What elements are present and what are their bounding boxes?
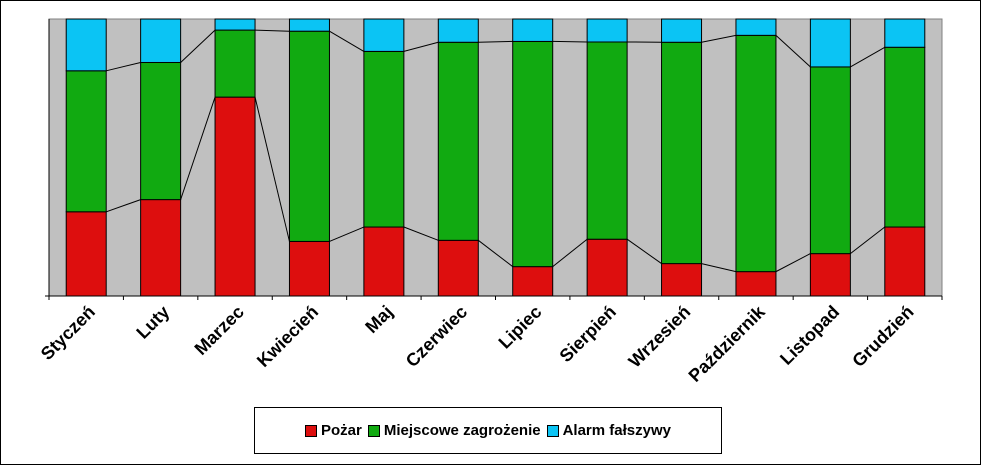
- bar-pozar-czerwiec: [438, 240, 478, 296]
- bar-pozar-luty: [141, 200, 181, 296]
- x-tick-label-sierpien: Sierpień: [556, 302, 620, 366]
- bar-pozar-wrzesien: [662, 264, 702, 296]
- bar-alarm-falszywy-marzec: [215, 19, 255, 30]
- bar-alarm-falszywy-lipiec: [513, 19, 553, 41]
- bar-miejscowe-zagrozenie-listopad: [810, 67, 850, 254]
- x-tick-label-kwiecien: Kwiecień: [253, 302, 322, 371]
- x-tick-label-czerwiec: Czerwiec: [402, 302, 471, 371]
- legend-label-pozar: Pożar: [321, 422, 362, 439]
- bar-pozar-lipiec: [513, 267, 553, 296]
- x-tick-label-grudzien: Grudzień: [848, 302, 917, 371]
- bar-miejscowe-zagrozenie-wrzesien: [662, 42, 702, 263]
- legend-label-alarm-falszywy: Alarm fałszywy: [563, 422, 671, 439]
- bar-pozar-listopad: [810, 254, 850, 296]
- legend-label-miejscowe-zagrozenie: Miejscowe zagrożenie: [384, 422, 541, 439]
- bar-miejscowe-zagrozenie-czerwiec: [438, 42, 478, 240]
- bar-pozar-pazdziernik: [736, 272, 776, 296]
- bar-miejscowe-zagrozenie-maj: [364, 51, 404, 227]
- x-tick-label-pazdziernik: Październik: [685, 301, 770, 386]
- x-tick-label-maj: Maj: [361, 302, 396, 337]
- bar-alarm-falszywy-listopad: [810, 19, 850, 67]
- bar-miejscowe-zagrozenie-luty: [141, 62, 181, 199]
- x-tick-label-wrzesien: Wrzesień: [625, 302, 695, 372]
- legend: Pożar Miejscowe zagrożenie Alarm fałszyw…: [254, 407, 722, 454]
- bar-alarm-falszywy-luty: [141, 19, 181, 62]
- bar-miejscowe-zagrozenie-lipiec: [513, 41, 553, 266]
- bar-miejscowe-zagrozenie-sierpien: [587, 42, 627, 239]
- bar-pozar-maj: [364, 227, 404, 296]
- bar-miejscowe-zagrozenie-pazdziernik: [736, 35, 776, 271]
- bar-alarm-falszywy-grudzien: [885, 19, 925, 47]
- bar-miejscowe-zagrozenie-grudzien: [885, 47, 925, 227]
- bar-pozar-styczen: [66, 212, 106, 296]
- bar-pozar-marzec: [215, 97, 255, 296]
- legend-swatch-alarm-falszywy: [547, 425, 559, 437]
- bar-alarm-falszywy-kwiecien: [289, 19, 329, 31]
- bar-alarm-falszywy-wrzesien: [662, 19, 702, 42]
- bar-pozar-kwiecien: [289, 241, 329, 296]
- bar-alarm-falszywy-styczen: [66, 19, 106, 71]
- legend-swatch-miejscowe-zagrozenie: [368, 425, 380, 437]
- series-line-miejscowe-zagrozenie-7: [553, 41, 587, 42]
- bar-miejscowe-zagrozenie-styczen: [66, 71, 106, 212]
- x-tick-label-marzec: Marzec: [191, 302, 248, 359]
- x-tick-label-listopad: Listopad: [776, 302, 843, 369]
- bar-miejscowe-zagrozenie-kwiecien: [289, 31, 329, 241]
- bar-pozar-grudzien: [885, 227, 925, 296]
- x-tick-label-styczen: Styczeń: [37, 302, 99, 364]
- legend-entry-alarm-falszywy: Alarm fałszywy: [547, 422, 671, 439]
- bar-miejscowe-zagrozenie-marzec: [215, 30, 255, 97]
- legend-entry-pozar: Pożar: [305, 422, 362, 439]
- bar-alarm-falszywy-maj: [364, 19, 404, 51]
- legend-entry-miejscowe-zagrozenie: Miejscowe zagrożenie: [368, 422, 541, 439]
- legend-swatch-pozar: [305, 425, 317, 437]
- bar-alarm-falszywy-pazdziernik: [736, 19, 776, 35]
- bar-alarm-falszywy-czerwiec: [438, 19, 478, 42]
- bar-pozar-sierpien: [587, 239, 627, 296]
- x-tick-label-luty: Luty: [132, 302, 173, 343]
- bar-alarm-falszywy-sierpien: [587, 19, 627, 42]
- x-tick-label-lipiec: Lipiec: [495, 302, 546, 353]
